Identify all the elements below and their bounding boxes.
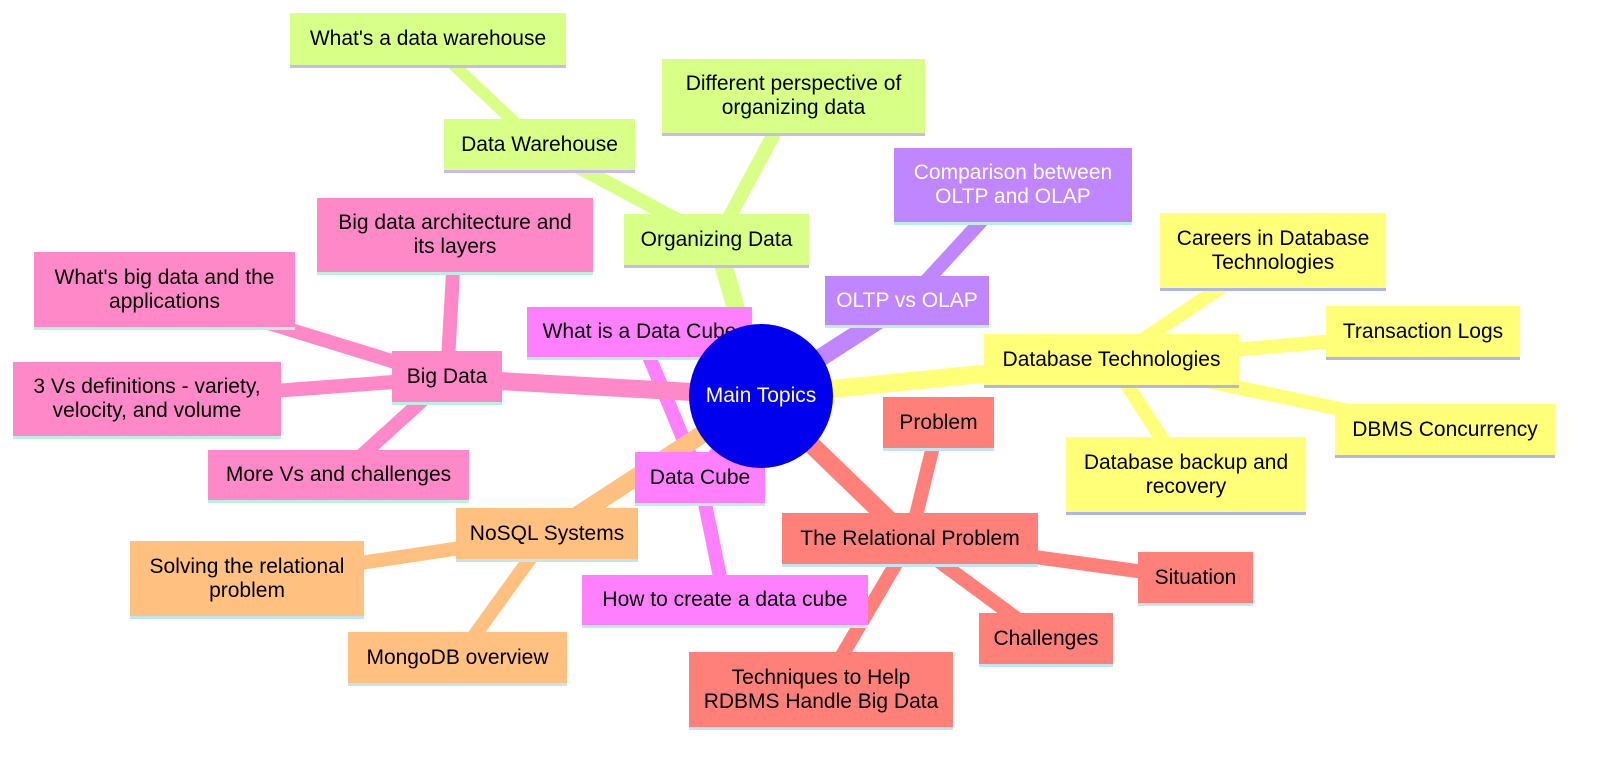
topic-node-threevs[interactable]: 3 Vs definitions - variety, velocity, an…	[13, 362, 281, 439]
topic-node-whats-warehouse[interactable]: What's a data warehouse	[290, 13, 566, 68]
branch-node-datacube[interactable]: Data Cube	[635, 452, 765, 506]
branch-node-oltp[interactable]: OLTP vs OLAP	[825, 276, 989, 328]
branch-node-bigdata[interactable]: Big Data	[392, 351, 502, 405]
topic-node-situation[interactable]: Situation	[1138, 552, 1253, 606]
branch-node-relational[interactable]: The Relational Problem	[782, 513, 1038, 567]
topic-node-perspective[interactable]: Different perspective of organizing data	[662, 59, 925, 136]
branch-node-nosql[interactable]: NoSQL Systems	[456, 508, 638, 562]
topic-node-whatsbig[interactable]: What's big data and the applications	[34, 252, 295, 330]
topic-node-backup[interactable]: Database backup and recovery	[1066, 437, 1306, 515]
topic-node-howcube[interactable]: How to create a data cube	[582, 575, 868, 628]
topic-node-comparison[interactable]: Comparison between OLTP and OLAP	[894, 148, 1132, 225]
topic-node-architecture[interactable]: Big data architecture and its layers	[317, 198, 593, 275]
topic-node-techniques[interactable]: Techniques to Help RDBMS Handle Big Data	[689, 652, 953, 730]
topic-node-careers[interactable]: Careers in Database Technologies	[1160, 213, 1386, 291]
root-node[interactable]: Main Topics	[689, 324, 833, 468]
topic-node-concurrency[interactable]: DBMS Concurrency	[1335, 404, 1555, 458]
topic-node-mongo[interactable]: MongoDB overview	[348, 632, 567, 686]
topic-node-problem[interactable]: Problem	[883, 397, 994, 451]
branch-node-dbtech[interactable]: Database Technologies	[984, 334, 1239, 388]
topic-node-morevs[interactable]: More Vs and challenges	[208, 450, 469, 503]
topic-node-warehouse[interactable]: Data Warehouse	[444, 119, 635, 173]
topic-node-translogs[interactable]: Transaction Logs	[1326, 306, 1520, 360]
branch-node-organizing[interactable]: Organizing Data	[624, 214, 809, 268]
topic-node-challenges[interactable]: Challenges	[979, 613, 1113, 667]
topic-node-solving[interactable]: Solving the relational problem	[130, 541, 364, 619]
